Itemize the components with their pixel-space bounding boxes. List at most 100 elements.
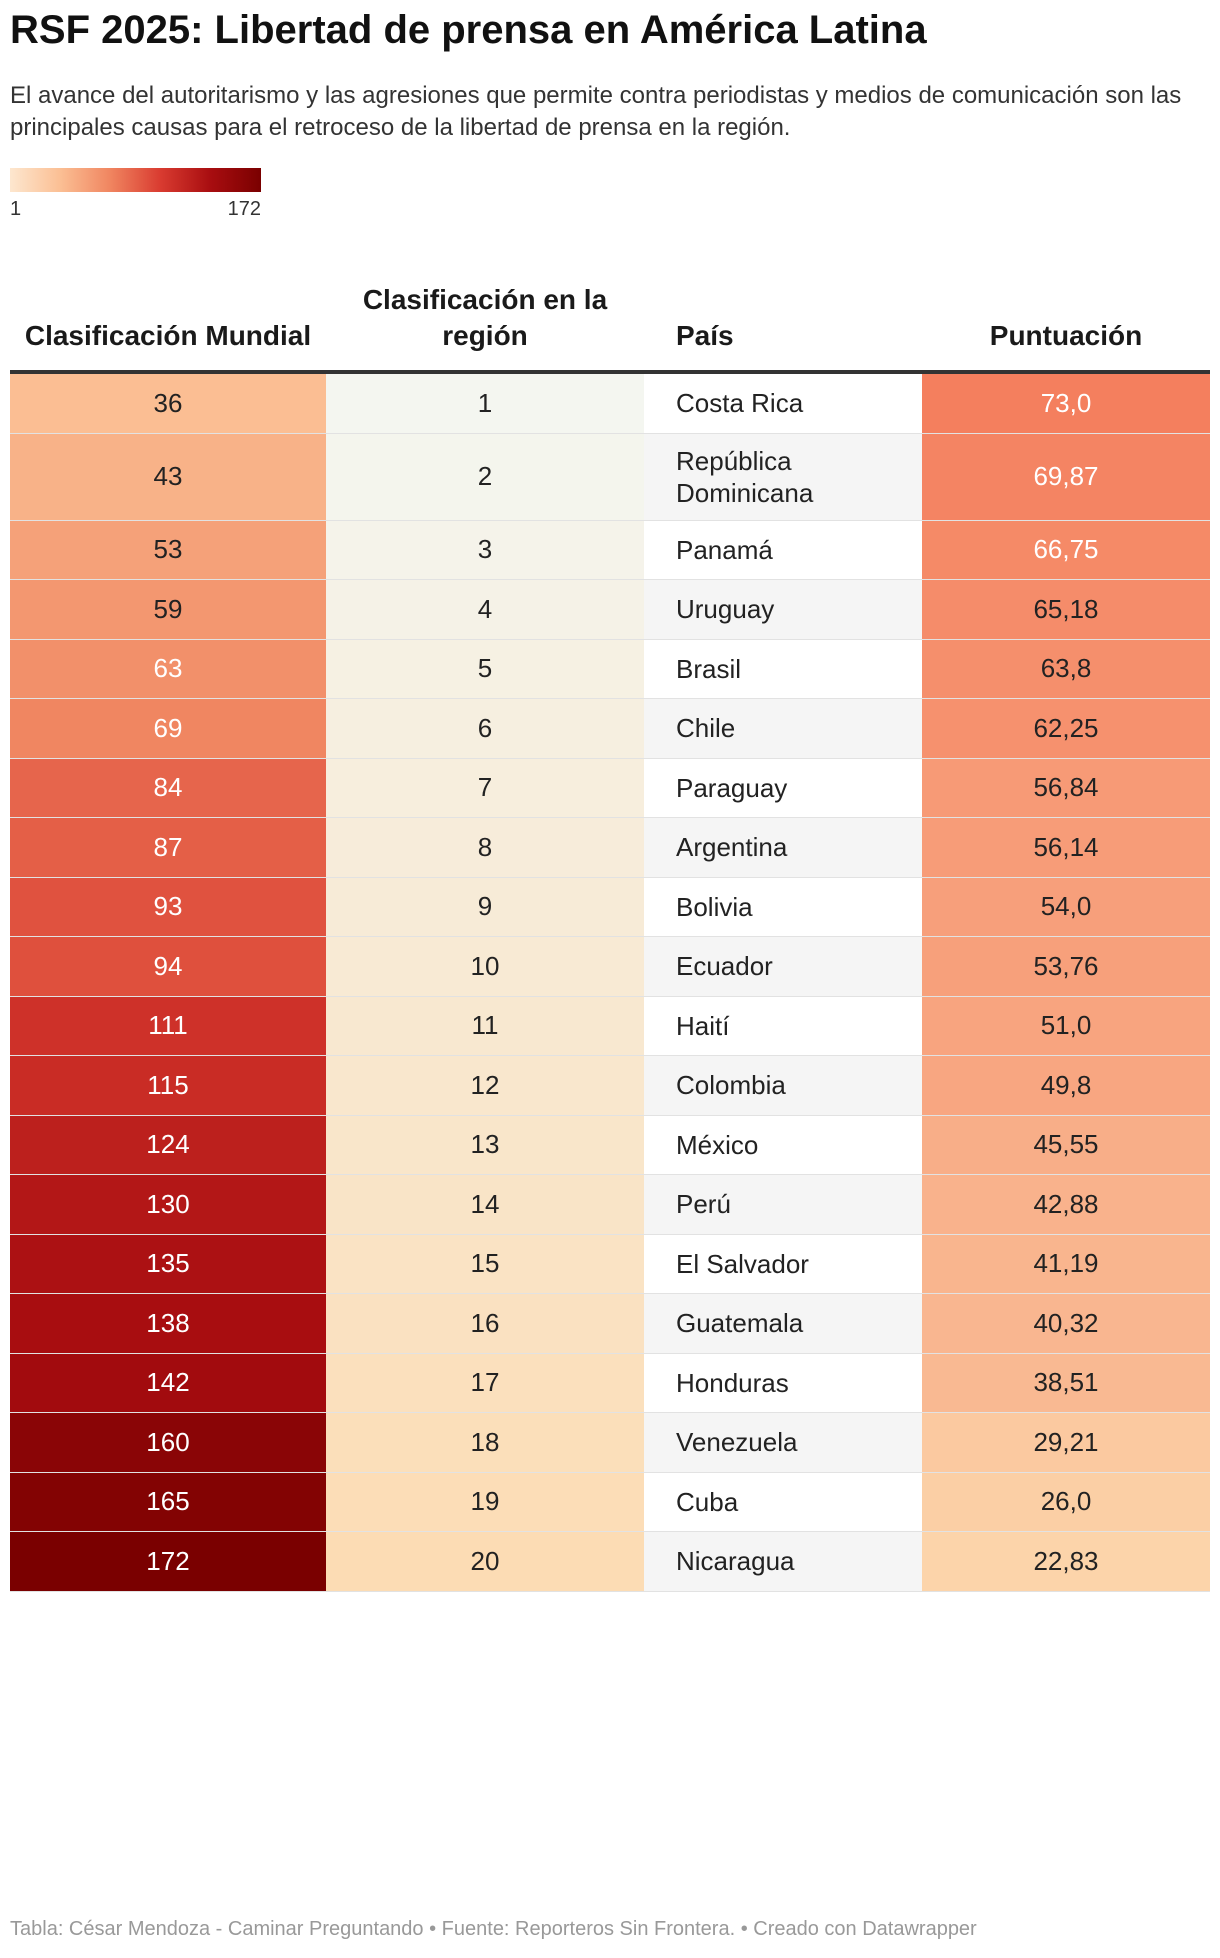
cell-country: Guatemala (644, 1294, 922, 1353)
table-row: 115 12 Colombia 49,8 (10, 1056, 1210, 1116)
table-row: 87 8 Argentina 56,14 (10, 818, 1210, 878)
table-row: 138 16 Guatemala 40,32 (10, 1294, 1210, 1354)
table-row: 59 4 Uruguay 65,18 (10, 580, 1210, 640)
table-row: 172 20 Nicaragua 22,83 (10, 1532, 1210, 1592)
cell-region-rank: 1 (326, 374, 644, 433)
cell-country: Ecuador (644, 937, 922, 996)
header-world-rank[interactable]: Clasificación Mundial (24, 320, 312, 351)
cell-score: 42,88 (922, 1175, 1210, 1234)
header-country[interactable]: País (676, 320, 734, 351)
chart-title: RSF 2025: Libertad de prensa en América … (10, 8, 927, 52)
cell-region-rank: 16 (326, 1294, 644, 1353)
cell-country: Costa Rica (644, 374, 922, 433)
cell-world-rank: 93 (10, 877, 326, 936)
table-row: 124 13 México 45,55 (10, 1115, 1210, 1175)
cell-region-rank: 8 (326, 818, 644, 877)
cell-region-rank: 4 (326, 580, 644, 639)
color-legend: 1 172 (10, 168, 261, 220)
cell-score: 22,83 (922, 1532, 1210, 1591)
cell-score: 40,32 (922, 1294, 1210, 1353)
legend-gradient-bar (10, 168, 261, 192)
cell-world-rank: 94 (10, 937, 326, 996)
cell-score: 69,87 (922, 433, 1210, 520)
cell-score: 56,14 (922, 818, 1210, 877)
cell-region-rank: 13 (326, 1115, 644, 1174)
table-row: 93 9 Bolivia 54,0 (10, 877, 1210, 937)
cell-region-rank: 6 (326, 699, 644, 758)
cell-world-rank: 36 (10, 374, 326, 433)
cell-country: Panamá (644, 520, 922, 579)
cell-region-rank: 11 (326, 996, 644, 1055)
cell-score: 66,75 (922, 520, 1210, 579)
cell-score: 26,0 (922, 1472, 1210, 1531)
table-row: 160 18 Venezuela 29,21 (10, 1413, 1210, 1473)
cell-country: Argentina (644, 818, 922, 877)
cell-world-rank: 87 (10, 818, 326, 877)
source-footer: Tabla: César Mendoza - Caminar Preguntan… (10, 1918, 977, 1940)
cell-world-rank: 130 (10, 1175, 326, 1234)
table-row: 165 19 Cuba 26,0 (10, 1472, 1210, 1532)
cell-score: 65,18 (922, 580, 1210, 639)
header-score[interactable]: Puntuación (989, 320, 1143, 351)
cell-region-rank: 17 (326, 1353, 644, 1412)
cell-score: 73,0 (922, 374, 1210, 433)
cell-country: Perú (644, 1175, 922, 1234)
table-body: 36 1 Costa Rica 73,0 43 2 República Dominicana… (10, 374, 1210, 1592)
cell-region-rank: 9 (326, 877, 644, 936)
header-region-rank[interactable]: Clasificación en la región (362, 284, 608, 351)
cell-world-rank: 138 (10, 1294, 326, 1353)
cell-world-rank: 84 (10, 758, 326, 817)
legend-max-label: 172 (227, 198, 261, 220)
table-row: 63 5 Brasil 63,8 (10, 639, 1210, 699)
cell-world-rank: 59 (10, 580, 326, 639)
table-row: 111 11 Haití 51,0 (10, 996, 1210, 1056)
cell-region-rank: 5 (326, 639, 644, 698)
cell-score: 56,84 (922, 758, 1210, 817)
cell-country: República Dominicana (644, 433, 922, 520)
cell-score: 29,21 (922, 1413, 1210, 1472)
table-row: 53 3 Panamá 66,75 (10, 520, 1210, 580)
table-row: 43 2 República Dominicana 69,87 (10, 433, 1210, 521)
cell-country: Haití (644, 996, 922, 1055)
cell-world-rank: 43 (10, 433, 326, 520)
cell-region-rank: 10 (326, 937, 644, 996)
cell-region-rank: 18 (326, 1413, 644, 1472)
cell-country: Honduras (644, 1353, 922, 1412)
cell-country: Uruguay (644, 580, 922, 639)
cell-score: 49,8 (922, 1056, 1210, 1115)
cell-world-rank: 69 (10, 699, 326, 758)
cell-world-rank: 53 (10, 520, 326, 579)
cell-score: 41,19 (922, 1234, 1210, 1293)
cell-region-rank: 2 (326, 433, 644, 520)
cell-score: 63,8 (922, 639, 1210, 698)
cell-country: Bolivia (644, 877, 922, 936)
cell-score: 45,55 (922, 1115, 1210, 1174)
cell-world-rank: 135 (10, 1234, 326, 1293)
cell-world-rank: 115 (10, 1056, 326, 1115)
cell-region-rank: 7 (326, 758, 644, 817)
table-header: Clasificación Mundial Clasificación en l… (10, 270, 1210, 374)
table-row: 84 7 Paraguay 56,84 (10, 758, 1210, 818)
cell-country: El Salvador (644, 1234, 922, 1293)
table-row: 130 14 Perú 42,88 (10, 1175, 1210, 1235)
data-table: Clasificación Mundial Clasificación en l… (10, 270, 1210, 1592)
cell-country: Nicaragua (644, 1532, 922, 1591)
chart-subtitle: El avance del autoritarismo y las agresi… (10, 82, 1182, 141)
cell-country: Venezuela (644, 1413, 922, 1472)
cell-country: Brasil (644, 639, 922, 698)
cell-world-rank: 63 (10, 639, 326, 698)
cell-country: México (644, 1115, 922, 1174)
cell-score: 54,0 (922, 877, 1210, 936)
cell-score: 62,25 (922, 699, 1210, 758)
cell-world-rank: 142 (10, 1353, 326, 1412)
table-row: 69 6 Chile 62,25 (10, 699, 1210, 759)
cell-region-rank: 19 (326, 1472, 644, 1531)
cell-region-rank: 20 (326, 1532, 644, 1591)
table-row: 142 17 Honduras 38,51 (10, 1353, 1210, 1413)
cell-world-rank: 124 (10, 1115, 326, 1174)
cell-region-rank: 3 (326, 520, 644, 579)
cell-score: 38,51 (922, 1353, 1210, 1412)
cell-world-rank: 111 (10, 996, 326, 1055)
cell-score: 53,76 (922, 937, 1210, 996)
cell-world-rank: 160 (10, 1413, 326, 1472)
